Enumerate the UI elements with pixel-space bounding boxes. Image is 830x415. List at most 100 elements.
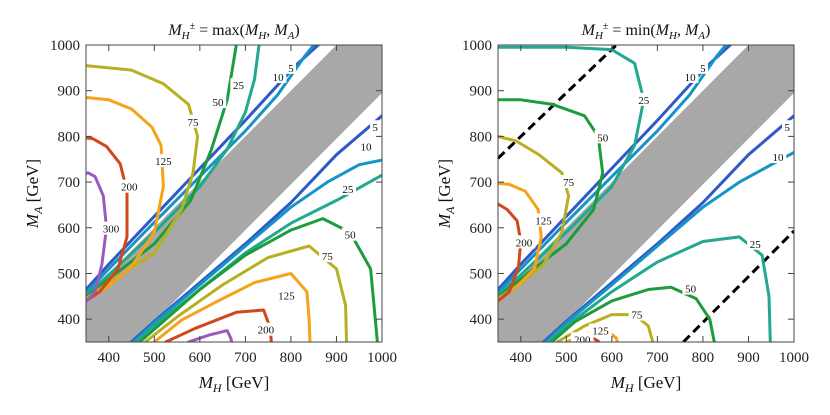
y-tick-label: 900: [470, 84, 493, 100]
y-tick-label: 900: [58, 84, 81, 100]
contour-label-10: 10: [273, 72, 285, 84]
x-tick-label: 500: [555, 350, 578, 366]
contour-300-lower: [187, 329, 234, 342]
y-tick-label: 800: [470, 129, 493, 145]
contour-label-75: 75: [631, 310, 643, 322]
panel-title: MH± = min(MH, MA): [581, 21, 711, 42]
contour-label-25: 25: [233, 80, 245, 92]
x-tick-label: 400: [98, 350, 121, 366]
contour-label-25: 25: [638, 95, 650, 107]
contour-label-5: 5: [372, 122, 378, 134]
dashed-line-2: [682, 229, 794, 342]
contour-label-bg: [269, 69, 287, 83]
y-tick-label: 700: [470, 175, 493, 191]
y-tick-label: 1000: [462, 38, 492, 54]
contour-300-upper: [86, 171, 108, 304]
contour-label-125: 125: [155, 156, 172, 168]
contour-10-lower: [132, 158, 382, 342]
excluded-band: [86, 45, 382, 342]
x-tick-label: 500: [143, 350, 166, 366]
contour-25-upper: [86, 45, 261, 297]
y-axis-label: MA [GeV]: [23, 159, 45, 229]
y-tick-label: 500: [470, 266, 493, 282]
contour-50-lower: [138, 217, 379, 342]
contour-label-bg: [769, 149, 787, 163]
y-tick-label: 500: [58, 266, 81, 282]
contour-label-bg: [782, 120, 793, 134]
y-tick-label: 800: [58, 129, 81, 145]
contour-label-bg: [339, 181, 357, 195]
contour-label-bg: [747, 236, 764, 250]
x-tick-label: 900: [737, 350, 760, 366]
contour-label-200: 200: [574, 334, 591, 346]
contour-label-bg: [589, 323, 612, 337]
contour-50-lower: [550, 285, 716, 342]
contour-label-bg: [681, 69, 699, 83]
contour-label-bg: [209, 95, 227, 109]
contour-label-125: 125: [592, 326, 609, 338]
contour-label-bg: [370, 120, 381, 134]
y-tick-label: 400: [58, 312, 81, 328]
x-tick-label: 900: [325, 350, 348, 366]
contour-label-bg: [635, 92, 652, 106]
contour-label-bg: [560, 175, 577, 189]
contour-label-50: 50: [213, 97, 225, 109]
contour-label-bg: [697, 60, 709, 74]
contour-label-bg: [285, 60, 297, 74]
contour-25-upper: [498, 45, 646, 297]
contour-label-300: 300: [103, 224, 120, 236]
contour-label-200: 200: [121, 182, 138, 194]
contour-label-5: 5: [784, 122, 790, 134]
contour-label-bg: [570, 332, 594, 342]
contour-label-bg: [184, 114, 202, 128]
contour-label-10: 10: [685, 72, 697, 84]
contour-label-25: 25: [342, 184, 354, 196]
contour-label-200: 200: [516, 237, 533, 249]
excluded-band: [498, 45, 794, 342]
contour-label-bg: [99, 221, 123, 235]
contour-label-bg: [682, 281, 699, 295]
x-axis-label: MH [GeV]: [610, 373, 682, 395]
contour-label-200: 200: [258, 325, 275, 337]
contour-label-bg: [357, 139, 375, 153]
y-tick-label: 600: [58, 221, 81, 237]
contour-label-5: 5: [288, 63, 294, 75]
contour-label-125: 125: [535, 215, 552, 227]
contour-label-50: 50: [685, 284, 697, 296]
contour-label-125: 125: [278, 290, 295, 302]
x-tick-label: 800: [280, 350, 303, 366]
contour-25-lower: [134, 173, 382, 342]
contour-label-bg: [230, 78, 247, 92]
contour-25-lower: [546, 235, 772, 342]
contour-label-75: 75: [188, 117, 200, 129]
x-tick-label: 600: [189, 350, 212, 366]
contour-75-lower: [555, 313, 655, 342]
y-tick-label: 1000: [50, 38, 80, 54]
contour-label-10: 10: [773, 152, 785, 164]
contour-10-upper: [498, 45, 728, 295]
contour-label-bg: [512, 235, 536, 249]
contour-75-lower: [143, 244, 348, 342]
y-axis-label: MA [GeV]: [435, 159, 457, 229]
x-tick-label: 700: [234, 350, 257, 366]
x-tick-label: 700: [646, 350, 669, 366]
x-axis-label: MH [GeV]: [198, 373, 270, 395]
x-tick-label: 400: [510, 350, 533, 366]
x-tick-label: 800: [692, 350, 715, 366]
contour-10-lower: [544, 150, 794, 342]
y-tick-label: 700: [58, 175, 81, 191]
contour-label-10: 10: [361, 141, 373, 153]
contour-label-75: 75: [322, 251, 334, 263]
contour-75-upper: [498, 134, 571, 301]
contour-label-bg: [594, 130, 611, 144]
contour-label-5: 5: [700, 63, 706, 75]
contour-label-bg: [254, 322, 278, 336]
x-tick-label: 600: [601, 350, 624, 366]
contour-label-bg: [532, 213, 555, 227]
contour-label-75: 75: [563, 177, 575, 189]
